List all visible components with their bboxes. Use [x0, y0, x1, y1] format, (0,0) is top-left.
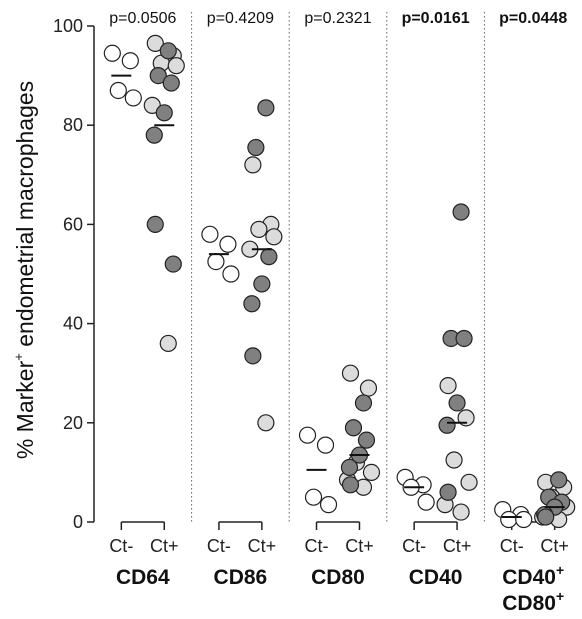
data-point-ct-pos-dark: [162, 74, 180, 92]
data-point-ct-pos-light: [146, 34, 164, 52]
data-point-ct-neg: [304, 488, 323, 506]
data-point-ct-neg: [316, 436, 335, 454]
data-point-ct-neg: [207, 253, 225, 271]
x-tick-label: Ct-: [109, 536, 133, 556]
p-value-label: p=0.0506: [109, 10, 176, 27]
data-point-ct-pos-light: [159, 334, 177, 353]
p-value-label: p=0.2321: [304, 10, 371, 27]
data-point-ct-pos-dark: [149, 66, 167, 85]
marker-label: CD86: [214, 566, 268, 589]
data-point-ct-neg: [417, 493, 435, 511]
data-point-ct-pos-dark: [340, 458, 359, 477]
y-tick-label: 60: [63, 214, 83, 234]
data-point-ct-pos-dark: [455, 329, 473, 348]
data-point-ct-pos-light: [359, 379, 378, 397]
x-tick-label: Ct+: [345, 536, 374, 556]
data-point-ct-pos-dark: [452, 203, 470, 221]
x-tick-label: Ct-: [207, 536, 231, 556]
marker-label: CD40: [409, 566, 463, 589]
data-point-ct-pos-dark: [159, 42, 177, 60]
data-point-ct-pos-dark: [537, 508, 555, 526]
data-point-ct-pos-dark: [357, 431, 376, 449]
data-point-ct-pos-dark: [341, 476, 360, 494]
data-point-ct-pos-dark: [155, 104, 173, 122]
x-tick-label: Ct-: [305, 536, 329, 556]
y-tick-label: 80: [63, 115, 83, 135]
p-value-label: p=0.0161: [402, 10, 470, 27]
data-point-ct-neg: [515, 510, 533, 529]
y-axis-label-sup: +: [11, 353, 26, 361]
data-point-ct-pos-light: [250, 220, 268, 238]
data-point-ct-pos-dark: [253, 275, 271, 293]
panel-separators: [191, 12, 485, 522]
y-axis-label-rest: endometrial macrophages: [12, 81, 38, 353]
data-point-ct-pos-dark: [260, 248, 278, 266]
data-points: [103, 34, 576, 529]
data-point-ct-pos-dark: [438, 416, 456, 434]
marker-label: CD64: [116, 566, 170, 589]
data-point-ct-pos-light: [452, 503, 470, 521]
p-value-label: p=0.4209: [207, 10, 274, 27]
data-point-ct-pos-dark: [244, 347, 262, 365]
median-lines: [111, 74, 565, 519]
data-point-ct-pos-light: [167, 57, 185, 75]
category-labels: Ct- Ct+ CD64 p=0.0506 Ct- Ct+ CD86 p=0.4209 Ct- C…: [109, 10, 569, 615]
data-point-ct-pos-dark: [439, 483, 457, 501]
y-tick-label: 100: [53, 16, 83, 36]
data-point-ct-neg: [319, 496, 338, 514]
y-tick-label: 0: [73, 512, 83, 532]
x-tick-label: Ct+: [443, 536, 472, 556]
data-point-ct-neg: [121, 52, 139, 70]
data-point-ct-pos-light: [257, 414, 275, 432]
x-tick-label: Ct+: [150, 536, 179, 556]
marker-label: CD80: [311, 566, 365, 589]
data-point-ct-pos-dark: [247, 138, 265, 157]
p-value-label: p=0.0448: [499, 10, 567, 27]
x-tick-label: Ct+: [540, 536, 569, 556]
data-point-ct-pos-dark: [164, 255, 182, 273]
x-tick-label: Ct+: [248, 536, 277, 556]
y-tick-label: 40: [63, 314, 83, 334]
data-point-ct-neg: [222, 265, 240, 283]
data-point-ct-pos-dark: [550, 471, 568, 489]
data-point-ct-pos-dark: [257, 99, 275, 117]
y-tick-label: 20: [63, 413, 83, 433]
data-point-ct-pos-light: [439, 377, 457, 395]
y-axis-label-main: % Marker: [12, 360, 38, 459]
data-point-ct-pos-light: [445, 451, 463, 469]
data-point-ct-neg: [103, 44, 121, 62]
data-point-ct-pos-light: [362, 463, 381, 481]
data-point-ct-neg: [124, 89, 142, 107]
data-point-ct-pos-light: [244, 156, 262, 174]
data-point-ct-pos-dark: [145, 126, 163, 144]
y-axis: 0 20 40 60 80 100: [53, 16, 556, 532]
data-point-ct-neg: [219, 235, 237, 253]
data-point-ct-pos-dark: [354, 394, 373, 412]
data-point-ct-neg: [298, 426, 317, 444]
data-point-ct-pos-dark: [243, 295, 261, 313]
data-point-ct-pos-light: [460, 473, 478, 491]
data-point-ct-pos-dark: [146, 215, 164, 233]
x-tick-label: Ct-: [500, 536, 524, 556]
data-point-ct-pos-dark: [344, 419, 363, 437]
x-tick-label: Ct-: [402, 536, 426, 556]
data-point-ct-pos-light: [341, 364, 360, 382]
data-point-ct-pos-light: [265, 228, 283, 246]
marker-label: CD40+: [502, 562, 564, 589]
y-axis-label: % Marker+ endometrial macrophages: [11, 81, 38, 459]
data-point-ct-neg: [109, 81, 127, 100]
marker-label-line2: CD80+: [502, 588, 564, 615]
data-point-ct-pos-dark: [448, 394, 466, 412]
data-point-ct-neg: [201, 225, 219, 243]
data-point-ct-neg: [500, 510, 518, 529]
